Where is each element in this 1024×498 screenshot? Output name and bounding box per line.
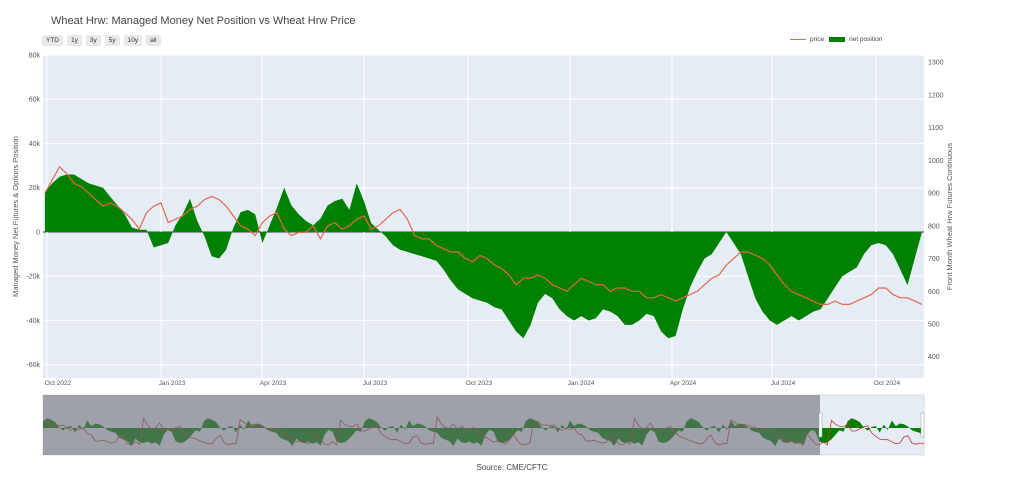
navigator-handle-right [920, 412, 925, 438]
y-left-tick-label: 0 [36, 229, 40, 236]
y-left-tick-label: 20k [29, 185, 41, 192]
range-selector: YTD 1y 3y 5y 10y all [42, 35, 161, 46]
x-tick-label: Jan 2024 [568, 380, 595, 387]
y-right-tick-label: 1000 [928, 158, 944, 165]
y-right-tick-label: 400 [928, 354, 940, 361]
y-right-tick-label: 1100 [928, 125, 943, 132]
range-button-5y[interactable]: 5y [104, 35, 120, 46]
range-button-ytd[interactable]: YTD [42, 35, 63, 46]
y-left-tick-label: 60k [29, 97, 41, 104]
plot-area [43, 55, 924, 378]
range-button-1y[interactable]: 1y [67, 35, 82, 46]
legend: price net position [790, 36, 882, 43]
range-button-10y[interactable]: 10y [123, 35, 143, 46]
y-right-axis-title: Front Month Wheat Hrw Futures Continuous [945, 143, 954, 290]
y-left-tick-label: -40k [26, 318, 40, 325]
y-right-tick-label: 900 [928, 191, 940, 198]
chart-title: Wheat Hrw: Managed Money Net Position vs… [51, 15, 356, 27]
series-price-line [44, 165, 923, 305]
legend-swatch-net-position [829, 37, 846, 42]
y-right-tick-label: 600 [928, 289, 940, 296]
legend-label-net-position: net position [849, 36, 883, 43]
y-left-axis-title: Managed Money Net Futures & Options Posi… [11, 136, 20, 297]
legend-label-price: price [810, 36, 825, 43]
y-left-tick-label: -20k [26, 274, 40, 281]
x-tick-label: Oct 2023 [466, 380, 493, 387]
range-button-3y[interactable]: 3y [85, 35, 101, 46]
y-right-tick-label: 500 [928, 322, 940, 329]
navigator-mask [43, 395, 820, 455]
y-left-tick-label: 40k [29, 141, 41, 148]
x-tick-label: Oct 2024 [874, 380, 901, 387]
y-right-tick-label: 700 [928, 256, 940, 263]
y-right-tick-label: 1300 [928, 60, 944, 67]
x-tick-label: Jul 2023 [363, 380, 388, 387]
y-right-tick-label: 800 [928, 223, 940, 230]
y-left-tick-label: -60k [26, 362, 40, 369]
x-tick-label: Oct 2022 [45, 380, 72, 387]
x-tick-label: Apr 2023 [260, 380, 287, 387]
y-left-tick-label: 80k [29, 53, 41, 60]
legend-swatch-price [790, 39, 806, 40]
x-tick-label: Jan 2023 [159, 380, 186, 387]
x-tick-label: Jul 2024 [771, 380, 796, 387]
y-right-tick-label: 1200 [928, 92, 944, 99]
navigator-handle-left [818, 412, 823, 438]
range-button-all[interactable]: all [146, 35, 161, 46]
legend-item-net-position[interactable]: net position [829, 36, 882, 43]
x-tick-label: Apr 2024 [670, 380, 697, 387]
legend-item-price[interactable]: price [790, 36, 824, 43]
chart-source: Source: CME/CFTC [476, 463, 548, 472]
